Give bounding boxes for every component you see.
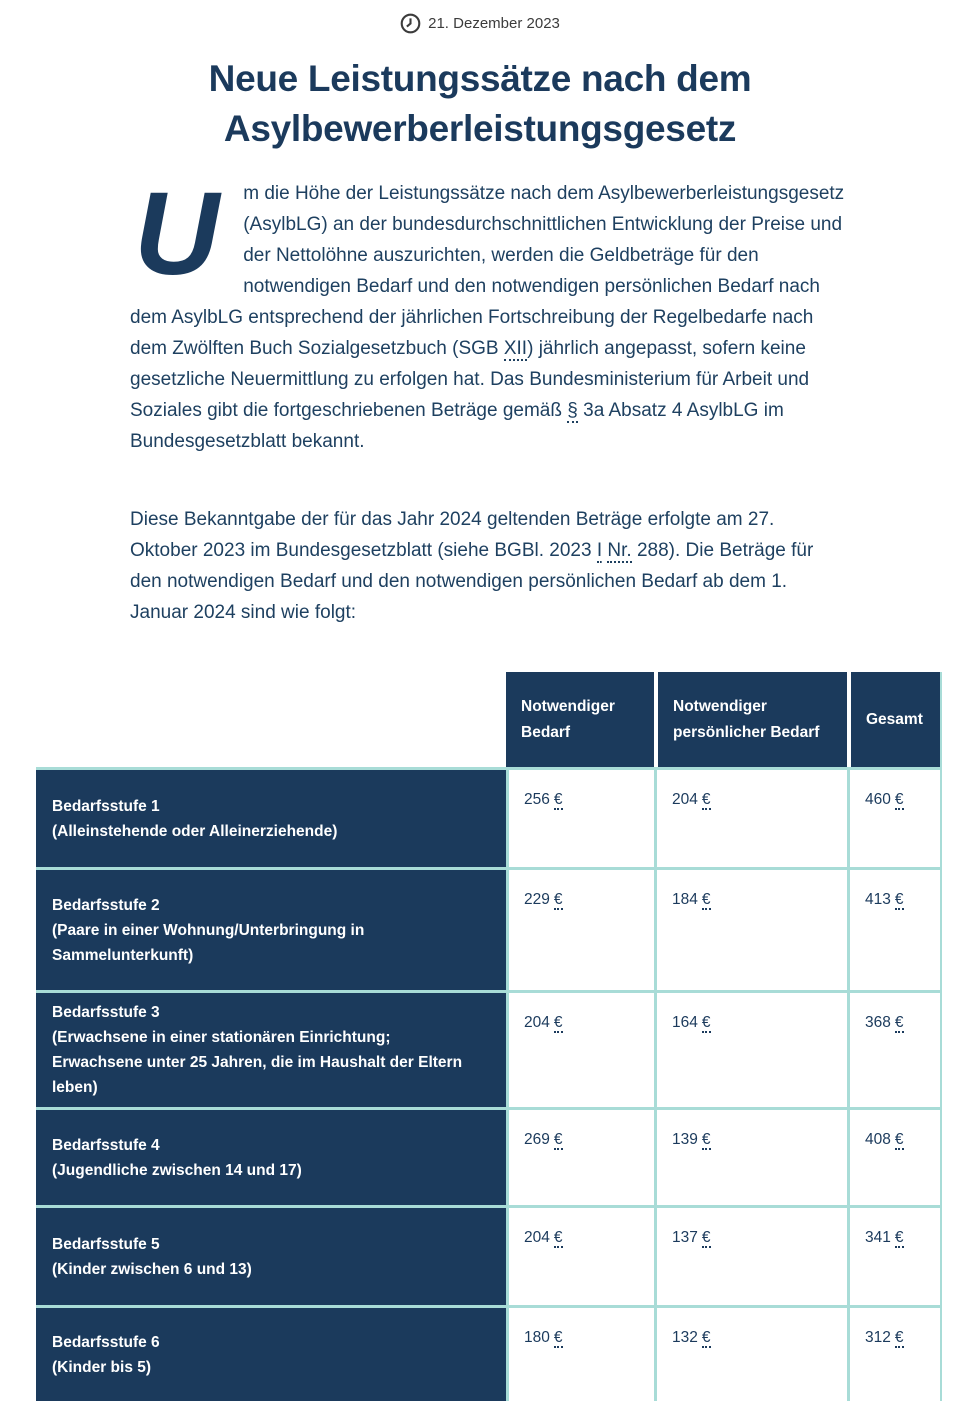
publish-date: 21. Dezember 2023: [0, 0, 960, 34]
row-name: Bedarfsstufe 4: [52, 1136, 160, 1154]
row-desc: (Paare in einer Wohnung/Unterbringung in…: [52, 921, 365, 964]
value-cell: 408 €: [847, 1107, 940, 1205]
euro-abbr[interactable]: €: [553, 1229, 563, 1248]
p1-text-2: ) jährlich angepasst, sofern keine geset…: [130, 338, 810, 421]
row-label-bedarfsstufe-4: Bedarfsstufe 4 (Jugendliche zwischen 14 …: [36, 1107, 506, 1205]
row-desc: (Alleinstehende oder Alleinerziehende): [52, 822, 338, 840]
p2-text-3: 288). Die Beträge für den notwendigen Be…: [130, 540, 814, 623]
amount: 132: [672, 1329, 698, 1346]
value-cell: 368 €: [847, 990, 940, 1107]
euro-abbr[interactable]: €: [894, 1229, 904, 1248]
amount: 204: [524, 1014, 550, 1031]
amount: 137: [672, 1229, 698, 1246]
euro-abbr[interactable]: €: [553, 791, 563, 810]
row-label-bedarfsstufe-3: Bedarfsstufe 3 (Erwachsene in einer stat…: [36, 990, 506, 1107]
euro-abbr[interactable]: €: [894, 891, 904, 910]
amount: 460: [865, 791, 891, 808]
abbr-roman-one[interactable]: I: [596, 540, 603, 563]
amount: 139: [672, 1131, 698, 1148]
row-label-bedarfsstufe-6: Bedarfsstufe 6 (Kinder bis 5): [36, 1305, 506, 1401]
row-desc: (Kinder zwischen 6 und 13): [52, 1260, 252, 1278]
amount: 413: [865, 891, 891, 908]
euro-abbr[interactable]: €: [701, 891, 711, 910]
amount: 312: [865, 1329, 891, 1346]
abbr-paragraph-sign[interactable]: §: [567, 400, 578, 423]
value-cell: 204 €: [654, 767, 847, 867]
row-desc: (Kinder bis 5): [52, 1358, 152, 1376]
euro-abbr[interactable]: €: [701, 791, 711, 810]
euro-abbr[interactable]: €: [701, 1229, 711, 1248]
row-label-bedarfsstufe-1: Bedarfsstufe 1 (Alleinstehende oder Alle…: [36, 767, 506, 867]
value-cell: 204 €: [506, 990, 654, 1107]
row-desc: (Erwachsene in einer stationären Einrich…: [52, 1029, 463, 1096]
publish-date-text: 21. Dezember 2023: [428, 15, 560, 32]
amount: 269: [524, 1131, 550, 1148]
value-cell: 204 €: [506, 1205, 654, 1305]
value-cell: 460 €: [847, 767, 940, 867]
table-header-empty: [36, 672, 506, 767]
euro-abbr[interactable]: €: [894, 1131, 904, 1150]
p1-text-3: 3a Absatz 4 AsylbLG im Bundesgesetzblatt…: [130, 400, 784, 452]
euro-abbr[interactable]: €: [553, 1014, 563, 1033]
abbr-nr[interactable]: Nr.: [607, 540, 632, 563]
drop-cap: U: [134, 168, 220, 300]
euro-abbr[interactable]: €: [894, 1329, 904, 1348]
amount: 184: [672, 891, 698, 908]
value-cell: 341 €: [847, 1205, 940, 1305]
table-header-gesamt: Gesamt: [847, 672, 940, 767]
value-cell: 132 €: [654, 1305, 847, 1401]
table-header-notwendiger-bedarf: Notwendiger Bedarf: [506, 672, 654, 767]
row-label-bedarfsstufe-2: Bedarfsstufe 2 (Paare in einer Wohnung/U…: [36, 867, 506, 990]
amount: 204: [524, 1229, 550, 1246]
amount: 164: [672, 1014, 698, 1031]
euro-abbr[interactable]: €: [553, 891, 563, 910]
amount: 368: [865, 1014, 891, 1031]
table-header-persoenlicher-bedarf: Notwendiger persönlicher Bedarf: [654, 672, 847, 767]
row-label-bedarfsstufe-5: Bedarfsstufe 5 (Kinder zwischen 6 und 13…: [36, 1205, 506, 1305]
row-desc: (Jugendliche zwischen 14 und 17): [52, 1161, 302, 1179]
value-cell: 137 €: [654, 1205, 847, 1305]
value-cell: 413 €: [847, 867, 940, 990]
value-cell: 184 €: [654, 867, 847, 990]
page-title: Neue Leistungssätze nach dem Asylbewerbe…: [208, 58, 752, 149]
abbr-sgb-xii[interactable]: XII: [503, 338, 528, 361]
benefit-rates-table: Notwendiger Bedarf Notwendiger persönlic…: [36, 672, 942, 1401]
amount: 408: [865, 1131, 891, 1148]
euro-abbr[interactable]: €: [701, 1014, 711, 1033]
value-cell: 164 €: [654, 990, 847, 1107]
clock-icon: [400, 13, 421, 34]
amount: 256: [524, 791, 550, 808]
euro-abbr[interactable]: €: [701, 1329, 711, 1348]
amount: 180: [524, 1329, 550, 1346]
row-name: Bedarfsstufe 5: [52, 1235, 160, 1253]
value-cell: 229 €: [506, 867, 654, 990]
row-name: Bedarfsstufe 6: [52, 1333, 160, 1351]
p1-text-1: m die Höhe der Leistungssätze nach dem A…: [130, 183, 845, 359]
euro-abbr[interactable]: €: [894, 1014, 904, 1033]
value-cell: 180 €: [506, 1305, 654, 1401]
euro-abbr[interactable]: €: [553, 1329, 563, 1348]
amount: 204: [672, 791, 698, 808]
p2-text-1: Diese Bekanntgabe der für das Jahr 2024 …: [130, 509, 775, 561]
intro-paragraph-2: Diese Bekanntgabe der für das Jahr 2024 …: [130, 504, 846, 628]
value-cell: 269 €: [506, 1107, 654, 1205]
euro-abbr[interactable]: €: [553, 1131, 563, 1150]
value-cell: 139 €: [654, 1107, 847, 1205]
amount: 341: [865, 1229, 891, 1246]
value-cell: 256 €: [506, 767, 654, 867]
value-cell: 312 €: [847, 1305, 940, 1401]
row-name: Bedarfsstufe 3: [52, 1004, 160, 1021]
row-name: Bedarfsstufe 1: [52, 797, 160, 815]
row-name: Bedarfsstufe 2: [52, 896, 160, 914]
euro-abbr[interactable]: €: [894, 791, 904, 810]
euro-abbr[interactable]: €: [701, 1131, 711, 1150]
amount: 229: [524, 891, 550, 908]
